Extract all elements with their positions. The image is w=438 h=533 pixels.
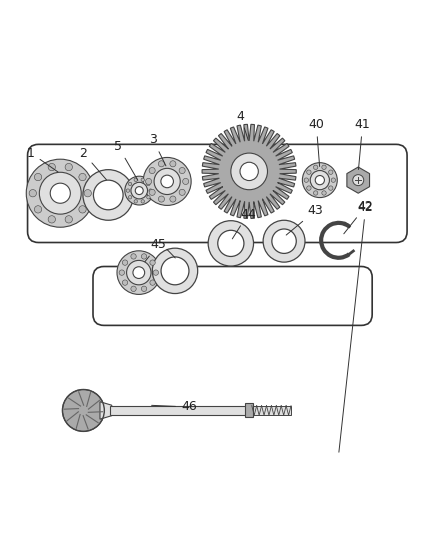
Circle shape	[146, 182, 150, 185]
Text: 2: 2	[79, 147, 106, 180]
Text: 46: 46	[151, 400, 196, 414]
Circle shape	[230, 153, 267, 190]
Circle shape	[314, 175, 324, 185]
Circle shape	[131, 254, 136, 259]
Circle shape	[306, 170, 311, 174]
Circle shape	[352, 175, 363, 185]
Circle shape	[179, 167, 185, 174]
Circle shape	[50, 183, 70, 203]
Bar	[251, 406, 290, 415]
Circle shape	[208, 221, 253, 266]
Circle shape	[170, 161, 176, 167]
Circle shape	[145, 179, 151, 184]
Circle shape	[321, 165, 325, 169]
Circle shape	[306, 186, 311, 190]
Circle shape	[119, 270, 124, 275]
Text: 40: 40	[308, 118, 324, 166]
Circle shape	[148, 189, 152, 192]
Circle shape	[126, 261, 151, 285]
Circle shape	[154, 168, 180, 195]
Circle shape	[149, 189, 155, 196]
Circle shape	[313, 165, 317, 169]
Circle shape	[149, 280, 155, 285]
Circle shape	[302, 163, 336, 198]
FancyBboxPatch shape	[93, 266, 371, 325]
Polygon shape	[100, 402, 112, 419]
Circle shape	[182, 179, 188, 184]
Circle shape	[170, 196, 176, 202]
Polygon shape	[201, 124, 296, 219]
Text: 4: 4	[236, 109, 248, 140]
Circle shape	[34, 173, 42, 181]
Circle shape	[328, 170, 332, 174]
Circle shape	[122, 280, 127, 285]
Circle shape	[262, 220, 304, 262]
Circle shape	[152, 248, 197, 294]
Text: 41: 41	[354, 118, 370, 169]
Circle shape	[65, 216, 72, 223]
Circle shape	[160, 175, 173, 188]
Text: 42: 42	[338, 201, 373, 452]
Circle shape	[39, 172, 81, 214]
Circle shape	[149, 167, 155, 174]
Circle shape	[149, 260, 155, 265]
Circle shape	[217, 230, 244, 256]
Circle shape	[141, 286, 146, 292]
Text: 1: 1	[27, 147, 58, 172]
Circle shape	[124, 176, 153, 205]
Text: 43: 43	[286, 204, 323, 235]
Polygon shape	[346, 167, 369, 193]
Circle shape	[48, 164, 55, 171]
Circle shape	[34, 206, 42, 213]
Circle shape	[84, 190, 91, 197]
Circle shape	[62, 390, 104, 431]
Circle shape	[79, 173, 86, 181]
Circle shape	[141, 200, 144, 203]
Text: 45: 45	[145, 238, 166, 262]
Circle shape	[131, 286, 136, 292]
Text: 3: 3	[149, 133, 166, 166]
Circle shape	[330, 178, 335, 182]
Circle shape	[131, 182, 147, 199]
Circle shape	[26, 159, 94, 227]
Circle shape	[153, 270, 158, 275]
Circle shape	[128, 182, 131, 185]
Circle shape	[133, 266, 145, 278]
Circle shape	[146, 196, 150, 199]
Circle shape	[158, 196, 164, 202]
Circle shape	[304, 178, 308, 182]
Circle shape	[134, 200, 137, 203]
Circle shape	[65, 164, 72, 171]
Circle shape	[93, 180, 123, 210]
Circle shape	[141, 254, 146, 259]
Circle shape	[310, 171, 328, 190]
Circle shape	[141, 178, 144, 182]
Circle shape	[158, 161, 164, 167]
Circle shape	[143, 157, 191, 205]
Circle shape	[48, 216, 55, 223]
Circle shape	[271, 229, 296, 253]
Circle shape	[117, 251, 160, 294]
Text: 42: 42	[343, 200, 373, 234]
Circle shape	[128, 196, 131, 199]
FancyBboxPatch shape	[28, 144, 406, 243]
Text: 44: 44	[232, 208, 255, 239]
Circle shape	[179, 189, 185, 196]
Circle shape	[29, 190, 36, 197]
Bar	[244, 403, 252, 417]
Circle shape	[313, 191, 317, 195]
Circle shape	[135, 187, 143, 195]
Circle shape	[321, 191, 325, 195]
Circle shape	[79, 206, 86, 213]
Circle shape	[126, 189, 129, 192]
Text: 5: 5	[114, 140, 138, 180]
Circle shape	[122, 260, 127, 265]
Circle shape	[83, 169, 133, 220]
Bar	[110, 406, 253, 415]
Circle shape	[328, 186, 332, 190]
Circle shape	[161, 257, 188, 285]
Circle shape	[134, 178, 137, 182]
Circle shape	[240, 162, 258, 181]
